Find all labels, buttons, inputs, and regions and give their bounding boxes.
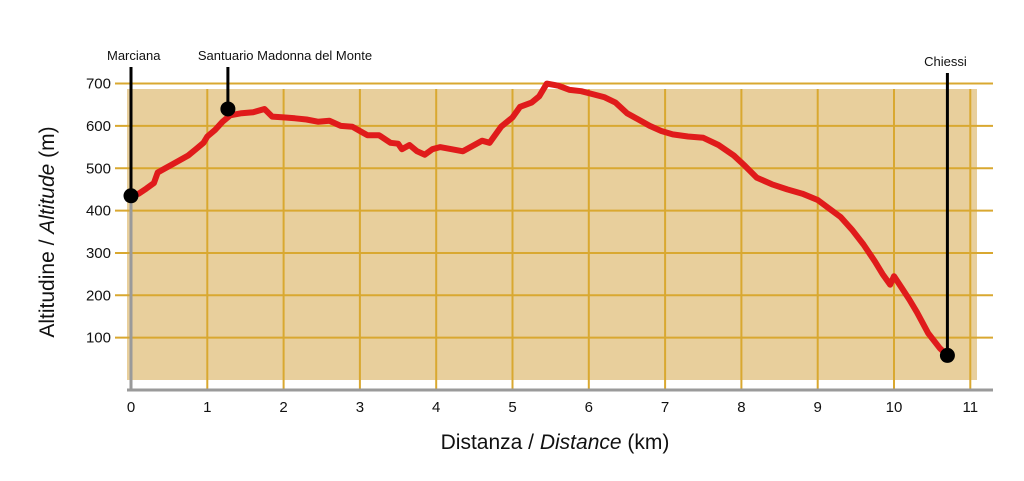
y-tick-label-300: 300 <box>86 245 111 262</box>
marker-layer: Marciana Santuario Madonna del Monte Chies… <box>107 48 967 363</box>
series-layer <box>128 80 951 359</box>
x-tick-label-4: 4 <box>432 399 440 416</box>
y-tick-label-700: 700 <box>86 76 111 93</box>
plot-background-layer <box>127 89 977 380</box>
x-axis-title: Distanza / Distance (km) <box>441 431 670 454</box>
y-tick-label-400: 400 <box>86 203 111 220</box>
x-tick-label-7: 7 <box>661 399 669 416</box>
x-axis-title-unit: (km) <box>622 431 670 454</box>
y-axis-title-italic: Altitude <box>36 164 59 236</box>
grid-layer <box>115 82 993 390</box>
x-tick-label-6: 6 <box>585 399 593 416</box>
x-tick-label-3: 3 <box>356 399 364 416</box>
y-tick-label-600: 600 <box>86 118 111 135</box>
y-tick-label-500: 500 <box>86 160 111 177</box>
x-tick-label-1: 1 <box>203 399 211 416</box>
marker-dot-1 <box>220 101 236 117</box>
y-axis-title-unit: (m) <box>36 126 59 163</box>
marker-dot-0 <box>123 188 139 204</box>
y-tick-label-100: 100 <box>86 330 111 347</box>
x-tick-label-2: 2 <box>279 399 287 416</box>
elevation-line-0 <box>128 80 951 359</box>
marker-label-1: Santuario Madonna del Monte <box>198 48 372 63</box>
y-tick-label-200: 200 <box>86 287 111 304</box>
x-tick-label-9: 9 <box>814 399 822 416</box>
x-axis-title-italic: Distance <box>540 431 622 454</box>
x-tick-label-0: 0 <box>127 399 135 416</box>
x-tick-label-8: 8 <box>737 399 745 416</box>
marker-label-0: Marciana <box>107 48 161 63</box>
y-axis-title: Altitudine / Altitude (m) <box>36 126 59 337</box>
x-tick-label-5: 5 <box>508 399 516 416</box>
y-axis-title-plain: Altitudine / <box>36 234 59 338</box>
x-tick-label-10: 10 <box>886 399 903 416</box>
marker-dot-2 <box>939 347 955 363</box>
marker-label-2: Chiessi <box>924 54 967 69</box>
x-axis-title-plain: Distanza / <box>441 431 540 454</box>
x-tick-label-11: 11 <box>963 399 979 416</box>
plot-area <box>127 89 977 380</box>
